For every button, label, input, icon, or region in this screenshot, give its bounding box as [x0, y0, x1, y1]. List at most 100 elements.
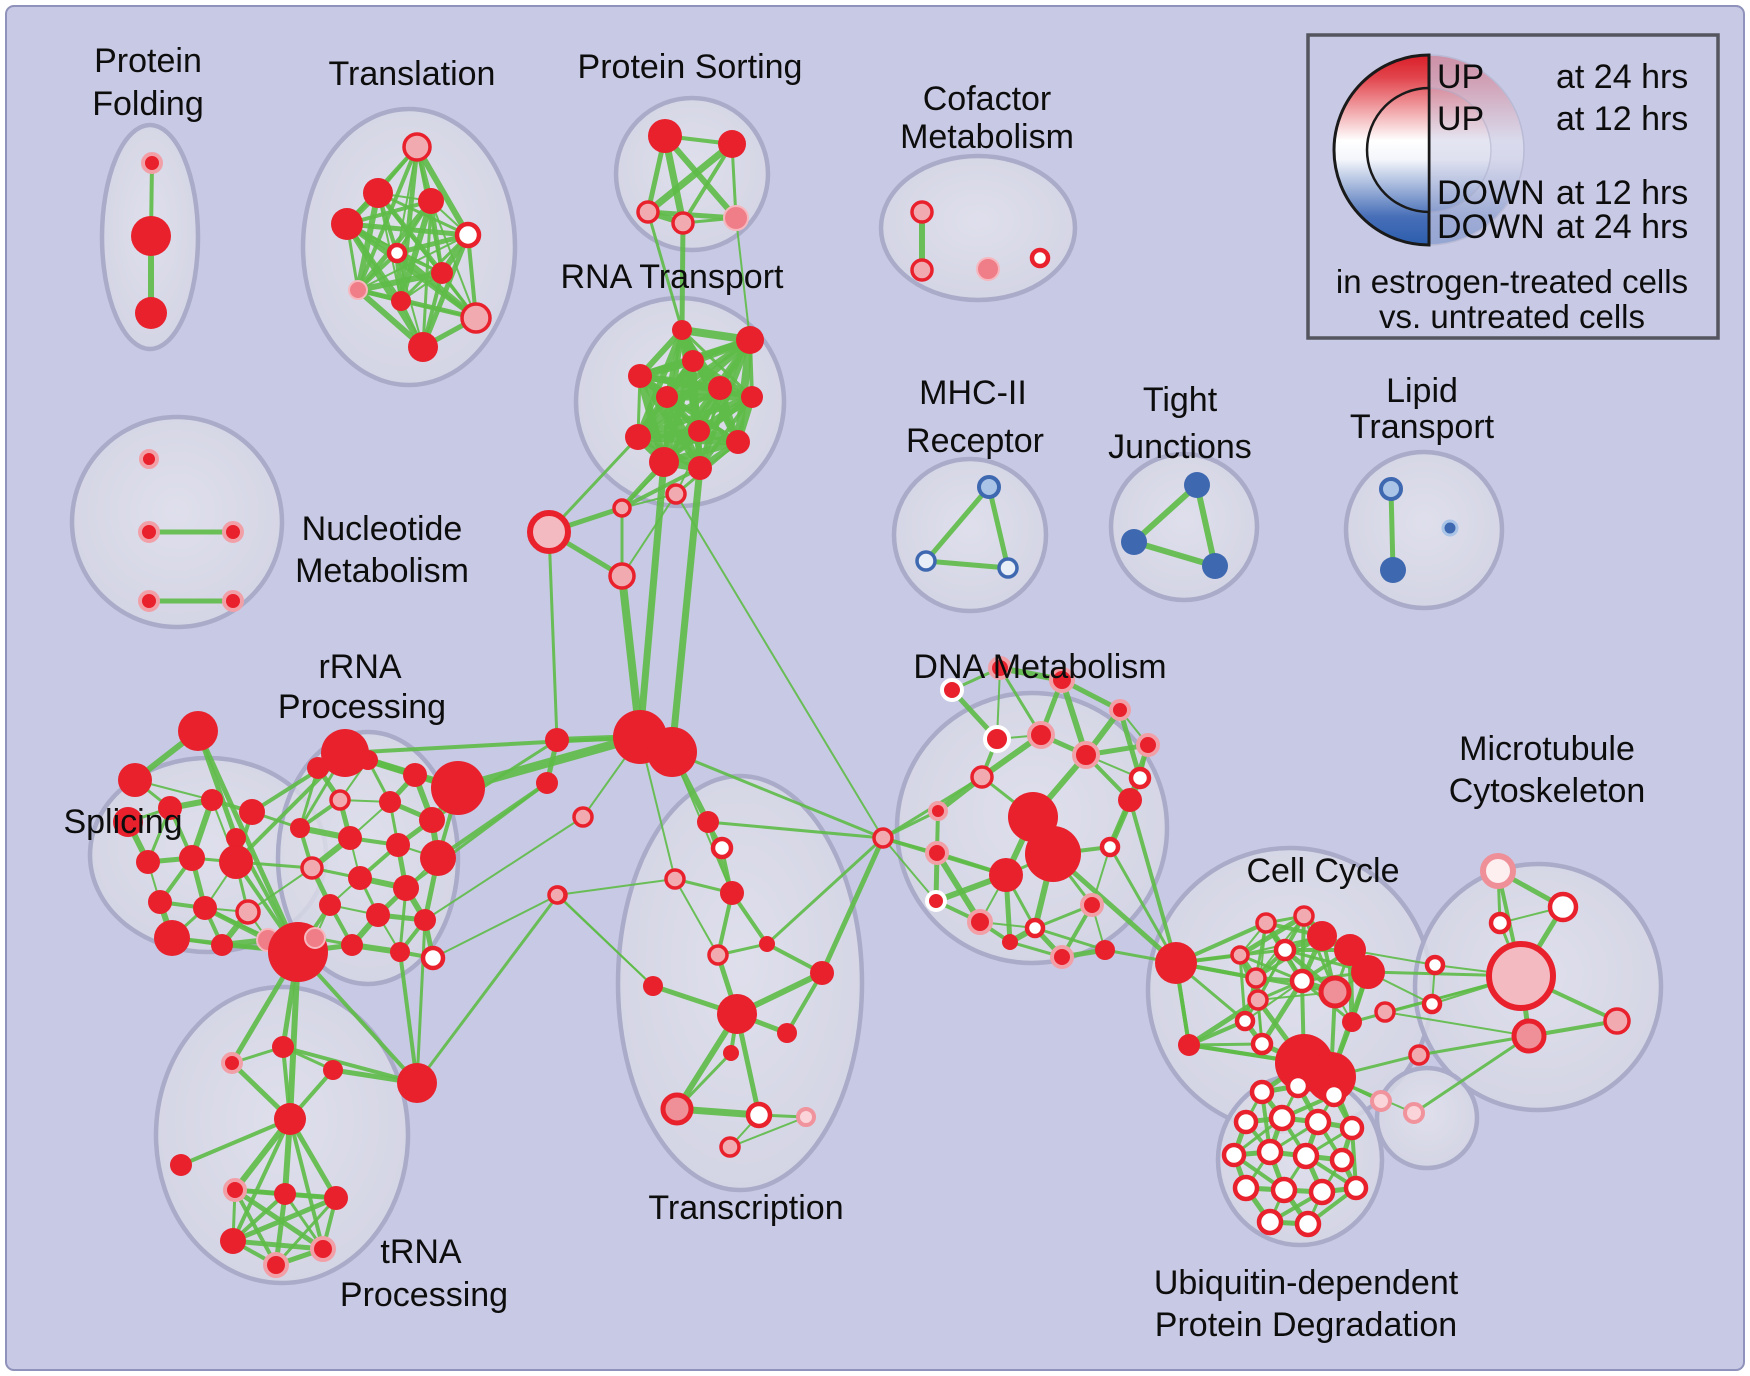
- legend-down-12hrs-label: DOWN: [1437, 174, 1545, 212]
- cluster-label: Protein: [94, 42, 202, 80]
- network-edge: [1412, 1034, 1531, 1115]
- network-edge: [934, 850, 983, 925]
- legend-time-12hrs: at 12 hrs: [1556, 100, 1688, 138]
- network-node-ub8: [1221, 1142, 1247, 1168]
- network-node-rr10: [420, 840, 456, 876]
- network-node-bb1: [321, 729, 369, 777]
- network-node-rr8: [338, 826, 362, 850]
- network-node-l3: [572, 806, 594, 828]
- network-node-cf4: [1029, 247, 1051, 269]
- network-node-tx3: [664, 868, 686, 890]
- network-node-r10: [625, 424, 651, 450]
- network-node-tx2: [710, 836, 734, 860]
- network-node-p3: [636, 200, 660, 224]
- network-edge: [1186, 997, 1261, 1048]
- network-node-rr15: [366, 903, 390, 927]
- network-node-cf2: [910, 258, 934, 282]
- network-node-ub9: [1256, 1138, 1284, 1166]
- network-edge: [923, 558, 1011, 571]
- cluster-label: Receptor: [906, 422, 1044, 460]
- network-node-rr17: [341, 934, 363, 956]
- network-edge: [1384, 1011, 1530, 1037]
- network-edge: [634, 433, 742, 446]
- network-node-sp2: [158, 796, 182, 820]
- network-node-sp7: [219, 845, 253, 879]
- network-node-t5: [454, 221, 482, 249]
- network-node-nu1: [139, 449, 159, 469]
- network-node-rr18: [390, 942, 410, 962]
- network-edge: [668, 464, 704, 756]
- network-node-lp3: [1441, 519, 1459, 537]
- network-node-ub3: [1321, 1082, 1347, 1108]
- network-edge: [415, 918, 427, 1085]
- network-edge: [230, 1195, 339, 1244]
- network-node-dm6: [1072, 741, 1100, 769]
- legend-down-24hrs-label: DOWN: [1437, 208, 1545, 246]
- network-node-rr19: [420, 945, 446, 971]
- network-edge: [1187, 1042, 1264, 1047]
- network-edge: [882, 837, 937, 902]
- network-node-r5: [656, 386, 678, 408]
- network-node-mh3: [997, 557, 1019, 579]
- cluster-label: RNA Transport: [561, 258, 785, 296]
- network-edge: [735, 217, 751, 341]
- legend-time-12hrs-down: at 12 hrs: [1556, 174, 1688, 212]
- network-node-cc21: [1403, 1102, 1425, 1124]
- network-node-ub4: [1233, 1109, 1259, 1135]
- network-node-r9: [726, 430, 750, 454]
- network-node-lp1: [1379, 477, 1403, 501]
- network-edge: [635, 385, 723, 440]
- network-node-dm17: [1080, 893, 1104, 917]
- network-node-cc5: [1307, 921, 1337, 951]
- network-node-ub2: [1285, 1073, 1311, 1099]
- network-node-mt1: [1480, 853, 1516, 889]
- network-node-tx13: [660, 1092, 694, 1126]
- network-edge: [706, 820, 885, 840]
- network-edge: [1259, 978, 1305, 1047]
- legend-caption-line1: in estrogen-treated cells: [1336, 263, 1688, 300]
- network-node-rr13: [393, 875, 419, 901]
- cluster-label: Cofactor: [923, 80, 1052, 118]
- network-node-ub16: [1256, 1208, 1284, 1236]
- network-node-tc5: [310, 1236, 336, 1262]
- network-edge: [645, 209, 739, 221]
- network-edge: [230, 1238, 326, 1252]
- network-node-dm2: [988, 656, 1012, 680]
- network-node-t11: [408, 332, 438, 362]
- network-node-ub10: [1292, 1142, 1320, 1170]
- network-node-c1: [612, 498, 632, 518]
- network-node-dm24: [1095, 940, 1115, 960]
- network-node-tx9: [810, 961, 834, 985]
- network-edge: [432, 894, 559, 959]
- network-node-s3: [226, 828, 246, 848]
- network-node-cc12: [1234, 1010, 1256, 1032]
- network-edge: [233, 1188, 278, 1267]
- cluster-label: Cytoskeleton: [1449, 772, 1646, 810]
- network-node-ti: [170, 1154, 192, 1176]
- network-node-tc2: [274, 1183, 296, 1205]
- network-edge: [415, 893, 560, 1085]
- network-node-mt2: [1547, 891, 1579, 923]
- network-node-cc19: [1408, 1044, 1430, 1066]
- network-node-t10: [460, 302, 492, 334]
- legend-gradient-circle: [1332, 53, 1525, 247]
- network-edge: [729, 1116, 807, 1148]
- network-node-cc18: [1374, 1001, 1396, 1023]
- network-edge: [1117, 707, 1143, 781]
- network-node-p2: [718, 130, 746, 158]
- network-node-l2: [536, 772, 558, 794]
- network-node-sp3: [201, 789, 223, 811]
- network-node-rr2: [358, 750, 378, 770]
- network-node-t7: [431, 262, 453, 284]
- network-node-rr7: [290, 818, 310, 838]
- network-edge: [1033, 926, 1107, 952]
- network-node-ub11: [1329, 1147, 1355, 1173]
- network-node-tc4: [220, 1228, 246, 1254]
- network-node-dm20: [1024, 917, 1046, 939]
- cluster-label: Folding: [92, 85, 204, 123]
- network-node-dm23: [1118, 788, 1142, 812]
- network-node-c4: [608, 562, 636, 590]
- network-node-tj3: [1202, 553, 1228, 579]
- network-edge: [1194, 482, 1218, 569]
- network-node-pf2: [131, 216, 171, 256]
